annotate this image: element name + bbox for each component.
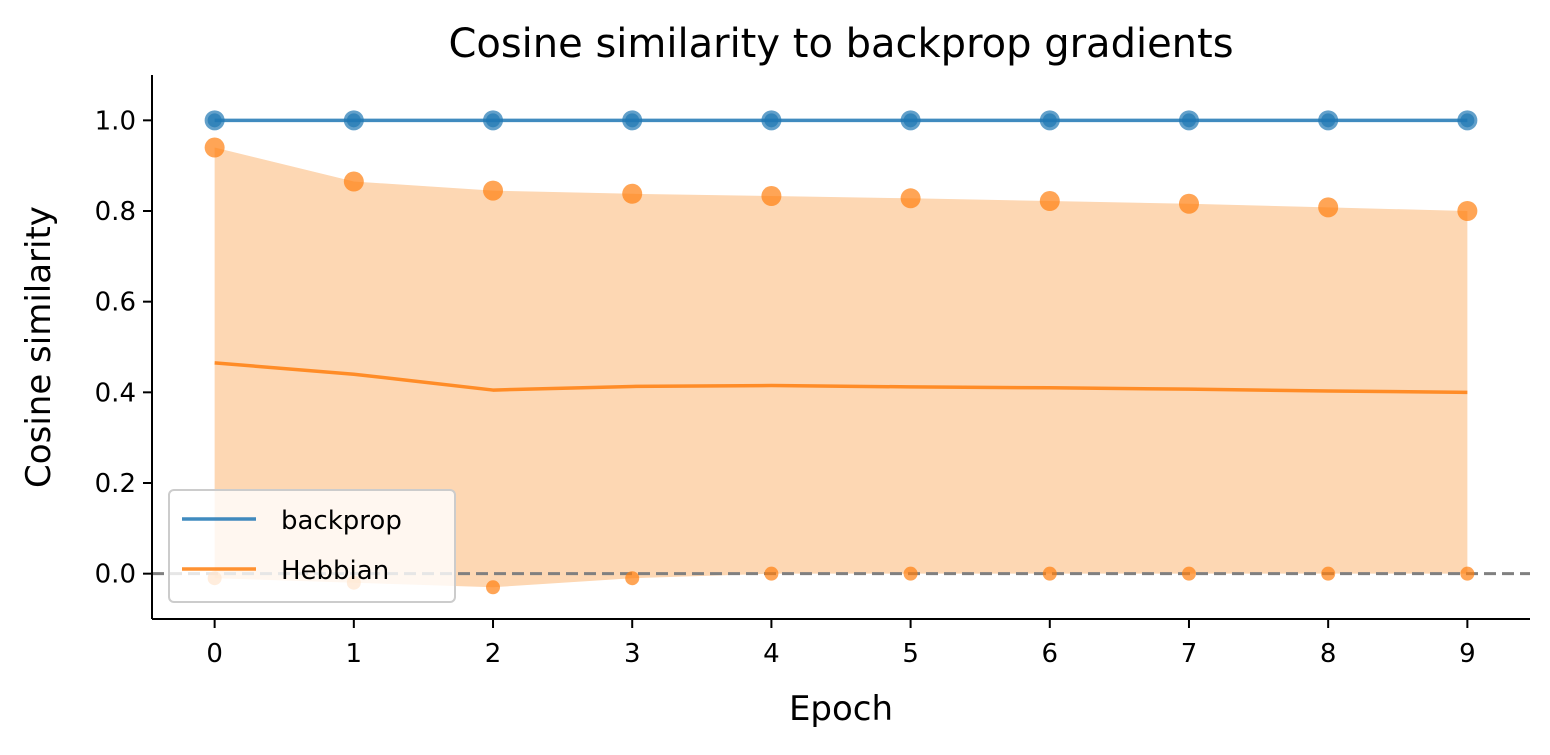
series-max-marker-1 (204, 137, 225, 158)
x-tick-label: 1 (346, 639, 363, 669)
series-min-marker-0 (625, 113, 640, 128)
series-max-marker-1 (483, 180, 504, 201)
series-min-marker-1 (486, 580, 501, 595)
x-tick-label: 7 (1181, 639, 1198, 669)
series-max-marker-1 (1457, 201, 1478, 221)
series-min-marker-1 (1321, 566, 1336, 581)
y-tick-label: 0.0 (95, 560, 136, 590)
series-max-marker-1 (622, 183, 643, 204)
series-max-marker-1 (1039, 191, 1060, 212)
series-max-marker-1 (1318, 197, 1339, 218)
x-axis-label: Epoch (789, 689, 893, 729)
series-max-marker-1 (900, 188, 921, 209)
x-tick-label: 2 (485, 639, 502, 669)
series-min-marker-0 (764, 113, 779, 128)
series-max-marker-1 (1178, 193, 1199, 214)
y-tick-label: 0.2 (95, 469, 136, 499)
series-max-marker-1 (761, 186, 782, 207)
series-min-marker-0 (1321, 113, 1336, 128)
series-line-1 (214, 361, 1468, 395)
x-tick-label: 5 (902, 639, 919, 669)
series-min-marker-0 (903, 113, 918, 128)
y-tick-label: 0.8 (95, 197, 136, 227)
x-tick-label: 6 (1042, 639, 1059, 669)
series-band-1 (214, 147, 1468, 588)
series-min-marker-1 (1042, 566, 1057, 581)
series-min-marker-1 (625, 571, 640, 586)
series-min-marker-0 (486, 113, 501, 128)
y-tick-label: 0.4 (95, 378, 136, 408)
series-min-marker-0 (207, 113, 222, 128)
x-tick-label: 0 (206, 639, 223, 669)
series-min-marker-1 (903, 566, 918, 581)
x-tick-label: 4 (763, 639, 780, 669)
legend-label-1: Hebbian (281, 556, 389, 586)
series-min-marker-0 (346, 113, 361, 128)
series-min-marker-1 (1181, 566, 1196, 581)
legend-label-0: backprop (281, 506, 402, 536)
series-min-marker-0 (1460, 113, 1475, 128)
x-tick-label: 3 (624, 639, 641, 669)
x-tick-label: 8 (1320, 639, 1337, 669)
series-max-marker-1 (343, 171, 364, 192)
series-min-marker-0 (1042, 113, 1057, 128)
chart-title: Cosine similarity to backprop gradients (448, 21, 1233, 67)
x-tick-label: 9 (1459, 639, 1476, 669)
series-min-marker-0 (1181, 113, 1196, 128)
series-min-marker-1 (764, 566, 779, 581)
series-min-marker-1 (1460, 566, 1475, 581)
y-tick-label: 1.0 (95, 106, 136, 136)
y-axis-label: Cosine similarity (19, 206, 59, 488)
y-tick-label: 0.6 (95, 288, 136, 318)
